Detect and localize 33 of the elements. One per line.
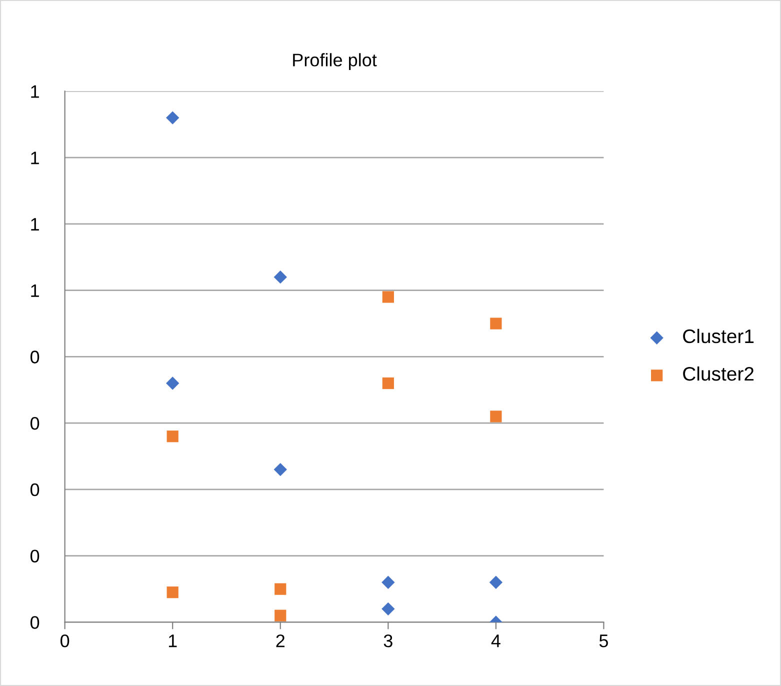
x-tick-label: 1 — [168, 634, 177, 648]
y-tick-label: 1 — [31, 284, 39, 297]
point — [382, 377, 394, 390]
point — [274, 610, 286, 622]
x-tick-label: 3 — [384, 634, 392, 648]
point — [382, 602, 395, 616]
legend-label: Cluster2 — [683, 366, 754, 381]
point — [274, 462, 287, 476]
y-tick-label: 1 — [31, 218, 39, 231]
point — [274, 583, 286, 595]
point — [490, 410, 502, 422]
point — [489, 576, 503, 589]
y-tick-label: 0 — [30, 550, 40, 563]
y-tick-label: 1 — [31, 85, 39, 98]
x-tick-label: 2 — [276, 634, 284, 648]
point — [166, 376, 180, 390]
point — [382, 576, 395, 589]
point — [166, 430, 178, 442]
x-tick-label: 4 — [491, 634, 500, 648]
y-tick-label: 0 — [30, 350, 40, 364]
chart-title: Profile plot — [293, 53, 377, 70]
y-tick-label: 1 — [31, 152, 39, 164]
point — [382, 291, 394, 303]
x-tick-label: 0 — [60, 634, 70, 648]
point — [166, 111, 180, 124]
point — [166, 586, 178, 598]
legend-label: Cluster1 — [683, 328, 754, 344]
y-tick-label: 0 — [30, 417, 40, 430]
point — [274, 270, 287, 284]
x-tick-label: 5 — [599, 634, 608, 648]
y-tick-label: 0 — [30, 616, 40, 629]
point — [490, 318, 502, 330]
y-tick-label: 0 — [30, 483, 40, 496]
